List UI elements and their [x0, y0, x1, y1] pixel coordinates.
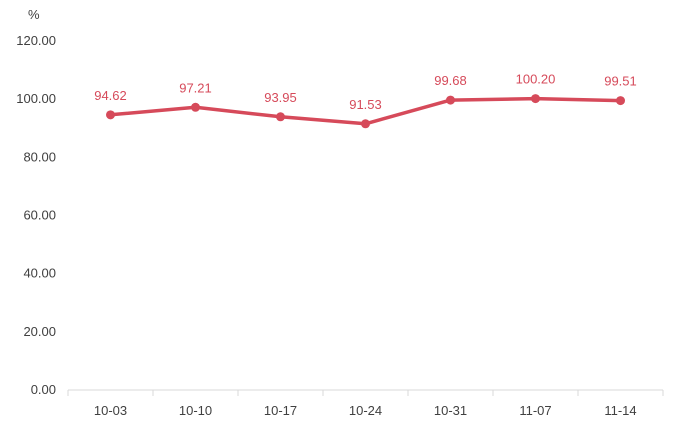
y-tick-label: 60.00 [23, 208, 56, 223]
y-axis-unit-label: % [28, 7, 40, 22]
data-point [361, 119, 370, 129]
y-tick-label: 80.00 [23, 149, 56, 164]
x-axis-ticks: 10-03 10-10 10-17 10-24 10-31 11-07 11-14 [67, 390, 664, 418]
y-tick-label: 120.00 [16, 33, 56, 48]
x-tick-label: 11-14 [604, 403, 636, 418]
data-label: 100.20 [516, 72, 556, 87]
x-tick-label: 10-24 [349, 403, 382, 418]
y-axis-ticks: 0.00 20.00 40.00 60.00 80.00 100.00 120.00 [16, 33, 56, 397]
x-tick-label: 10-31 [434, 403, 467, 418]
data-point [191, 102, 200, 112]
data-label: 91.53 [349, 97, 382, 112]
y-tick-label: 40.00 [23, 266, 56, 281]
x-tick-label: 10-10 [179, 403, 212, 418]
y-tick-label: 100.00 [16, 91, 56, 106]
y-tick-label: 20.00 [23, 324, 56, 339]
x-tick-label: 10-03 [94, 403, 127, 418]
y-tick-label: 0.00 [31, 382, 56, 397]
data-point [446, 95, 455, 105]
data-label: 99.68 [434, 73, 467, 88]
x-tick-label: 10-17 [264, 403, 297, 418]
data-point [276, 112, 285, 122]
data-label: 94.62 [94, 88, 127, 103]
x-tick-label: 11-07 [519, 403, 551, 418]
data-point [106, 110, 115, 120]
data-point [531, 94, 540, 104]
data-point [616, 96, 625, 106]
data-label: 97.21 [179, 80, 212, 95]
data-label: 93.95 [264, 90, 297, 105]
series-group: 94.62 97.21 93.95 91.53 99.68 100.20 99.51 [94, 72, 637, 129]
data-label: 99.51 [604, 74, 637, 89]
